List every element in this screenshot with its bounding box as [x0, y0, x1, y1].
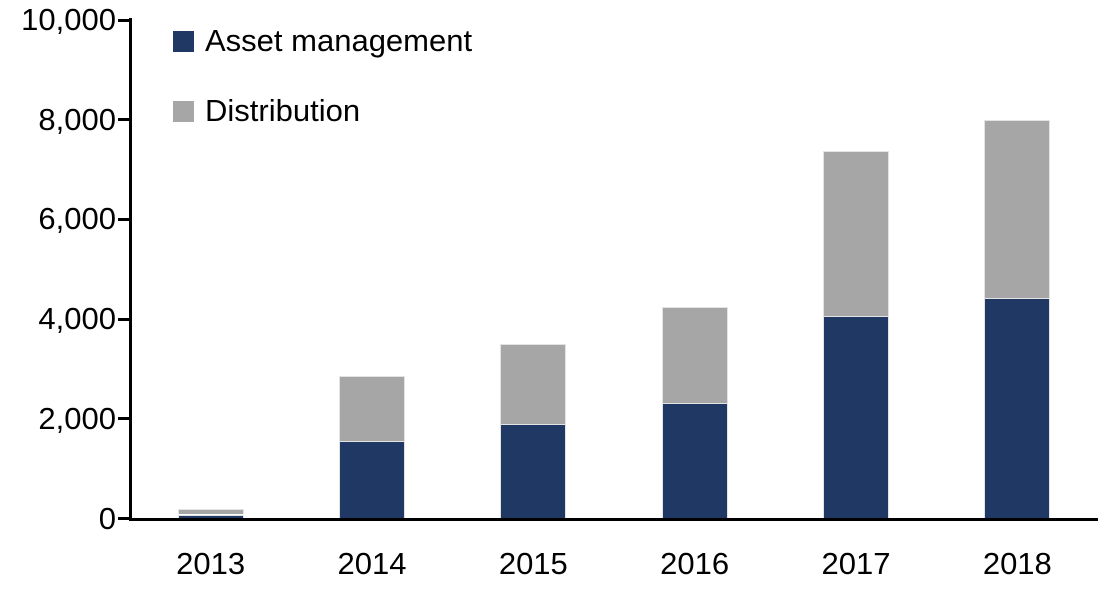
y-tick-label: 0	[98, 500, 116, 536]
bar-segment-distribution-2013	[177, 509, 244, 515]
x-tick-label-2017: 2017	[821, 546, 891, 581]
y-tick-mark	[118, 517, 130, 520]
bar-segment-distribution-2014	[339, 375, 405, 441]
legend-item-asset-management: Asset management	[173, 24, 472, 58]
legend-swatch-asset-management	[173, 30, 194, 52]
bar-segment-distribution-2017	[823, 150, 889, 317]
y-tick-label: 8,000	[38, 101, 116, 137]
legend-swatch-distribution	[173, 100, 194, 122]
x-tick-label-2014: 2014	[337, 546, 407, 581]
y-axis-line	[129, 18, 132, 521]
y-tick-mark	[118, 417, 130, 421]
bar-segment-asset-management-2013	[177, 514, 244, 519]
bar-segment-asset-management-2015	[500, 424, 567, 519]
y-tick-mark	[118, 317, 130, 321]
bar-segment-distribution-2018	[984, 119, 1051, 299]
y-tick-label: 2,000	[38, 400, 116, 436]
y-tick-label: 10,000	[21, 2, 116, 37]
legend-label-asset-management: Asset management	[205, 23, 473, 58]
legend-item-distribution: Distribution	[173, 94, 360, 128]
y-tick-mark	[118, 18, 130, 22]
y-tick-mark	[118, 118, 130, 122]
bar-segment-distribution-2016	[661, 306, 728, 404]
bar-segment-asset-management-2017	[823, 316, 889, 519]
x-axis-line	[129, 518, 1098, 521]
y-tick-label: 4,000	[38, 301, 116, 337]
x-tick-label-2015: 2015	[498, 546, 568, 581]
y-tick-label: 6,000	[38, 201, 116, 237]
x-tick-label-2013: 2013	[176, 546, 246, 581]
bar-segment-asset-management-2014	[339, 440, 405, 519]
x-tick-label-2018: 2018	[982, 546, 1052, 581]
legend-label-distribution: Distribution	[205, 93, 361, 128]
bar-segment-distribution-2015	[500, 344, 567, 425]
y-tick-mark	[118, 217, 130, 221]
bar-segment-asset-management-2018	[984, 298, 1051, 519]
bar-segment-asset-management-2016	[661, 403, 728, 519]
x-tick-label-2016: 2016	[660, 546, 730, 581]
